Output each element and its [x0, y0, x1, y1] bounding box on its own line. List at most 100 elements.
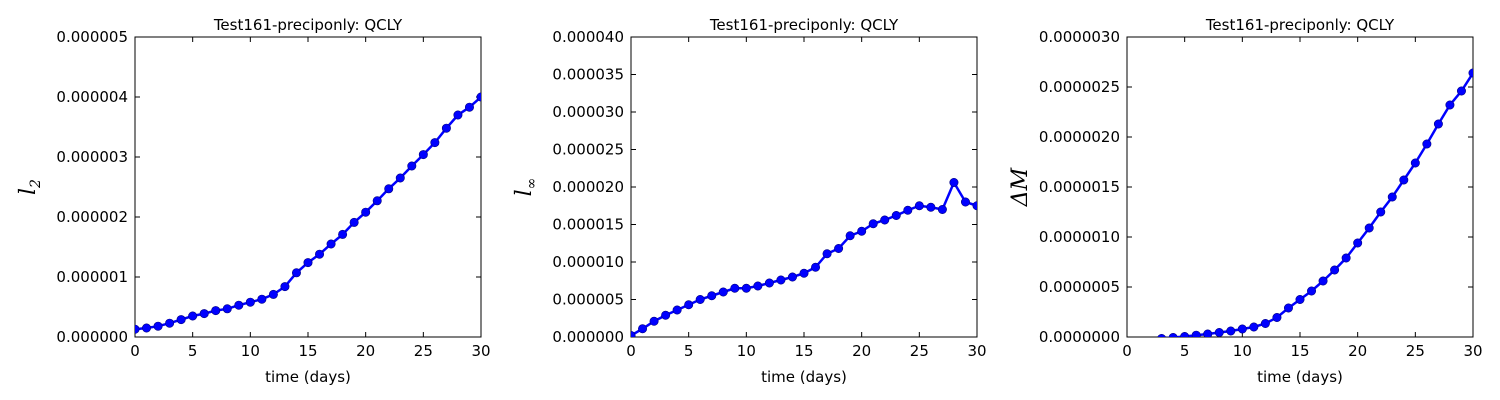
data-point	[430, 138, 440, 148]
data-point	[631, 331, 636, 337]
data-point	[972, 201, 977, 211]
data-point	[315, 249, 325, 259]
data-point	[880, 215, 890, 225]
data-point	[395, 173, 405, 183]
x-tick-label: 30	[967, 342, 986, 360]
data-point	[1364, 223, 1374, 233]
data-point	[672, 305, 682, 315]
data-point	[1168, 333, 1178, 337]
y-tick-label: 0.000030	[552, 103, 624, 121]
data-point	[868, 219, 878, 229]
data-point	[257, 294, 267, 304]
y-tick-label: 0.0000030	[1039, 28, 1120, 46]
y-tick-label: 0.000020	[552, 178, 624, 196]
data-point	[1249, 322, 1259, 332]
data-point	[926, 202, 936, 212]
data-point	[407, 161, 417, 171]
data-point	[1433, 119, 1443, 129]
data-point	[1283, 303, 1293, 313]
data-point	[222, 304, 232, 314]
data-point	[1410, 158, 1420, 168]
data-point	[361, 207, 371, 217]
data-point	[142, 323, 152, 333]
data-point	[291, 268, 301, 278]
data-point	[234, 300, 244, 310]
y-tick-label: 0.0000015	[1039, 178, 1120, 196]
data-point	[1272, 312, 1282, 322]
y-tick-label: 0.000035	[552, 66, 624, 84]
data-point	[268, 289, 278, 299]
y-axis-label: ΔM	[1008, 167, 1033, 207]
data-point	[1203, 329, 1213, 337]
data-point	[741, 283, 751, 293]
data-point	[211, 306, 221, 316]
series-line	[631, 179, 977, 337]
data-point	[303, 258, 313, 268]
data-point	[822, 249, 832, 259]
data-point	[764, 278, 774, 288]
data-point	[1456, 86, 1466, 96]
data-point	[372, 196, 382, 206]
y-axis-label: l∞	[512, 178, 540, 197]
data-point	[730, 283, 740, 293]
chart-title: Test161-preciponly: QCLY	[213, 16, 403, 34]
x-tick-label: 10	[1233, 342, 1252, 360]
data-point	[418, 150, 428, 160]
data-point	[1387, 192, 1397, 202]
y-tick-label: 0.000001	[56, 268, 128, 286]
data-point	[1330, 265, 1340, 275]
data-point	[1295, 294, 1305, 304]
y-tick-label: 0.000002	[56, 208, 128, 226]
data-point	[153, 321, 163, 331]
data-point	[1191, 330, 1201, 337]
data-point	[845, 231, 855, 241]
data-point	[949, 178, 959, 188]
x-tick-label: 0	[1122, 342, 1132, 360]
data-point	[834, 244, 844, 254]
data-point	[1422, 139, 1432, 149]
x-tick-label: 15	[1290, 342, 1309, 360]
data-point	[188, 311, 198, 321]
x-tick-label: 5	[188, 342, 198, 360]
x-tick-label: 30	[471, 342, 490, 360]
data-point	[787, 272, 797, 282]
data-point	[1180, 332, 1190, 337]
data-point	[441, 123, 451, 133]
y-tick-label: 0.000000	[56, 328, 128, 346]
data-point	[338, 229, 348, 239]
data-point	[453, 110, 463, 120]
data-point	[1341, 253, 1351, 263]
data-point	[349, 217, 359, 227]
chart-title: Test161-preciponly: QCLY	[709, 16, 899, 34]
x-axis-label: time (days)	[1257, 368, 1343, 386]
data-point	[199, 309, 209, 319]
data-point	[857, 226, 867, 236]
data-point	[753, 281, 763, 291]
data-point	[1399, 175, 1409, 185]
data-point	[811, 262, 821, 272]
y-tick-label: 0.000015	[552, 216, 624, 234]
data-point	[176, 315, 186, 325]
data-point	[1157, 334, 1166, 337]
y-tick-label: 0.0000025	[1039, 78, 1120, 96]
data-point	[476, 92, 481, 102]
chart-title: Test161-preciponly: QCLY	[1205, 16, 1395, 34]
data-point	[1318, 276, 1328, 286]
data-point	[891, 211, 901, 221]
data-point	[1214, 327, 1224, 337]
data-point	[1237, 324, 1247, 334]
x-tick-label: 20	[1348, 342, 1367, 360]
data-point	[165, 318, 175, 328]
y-tick-label: 0.000004	[56, 88, 128, 106]
plot-frame	[630, 36, 978, 338]
x-tick-label: 20	[356, 342, 375, 360]
y-tick-label: 0.0000000	[1039, 328, 1120, 346]
data-point	[1260, 318, 1270, 328]
data-point	[1353, 238, 1363, 248]
x-tick-label: 5	[684, 342, 694, 360]
data-point	[384, 184, 394, 194]
x-tick-label: 20	[852, 342, 871, 360]
plot-frame	[1126, 36, 1474, 338]
x-tick-label: 0	[130, 342, 140, 360]
